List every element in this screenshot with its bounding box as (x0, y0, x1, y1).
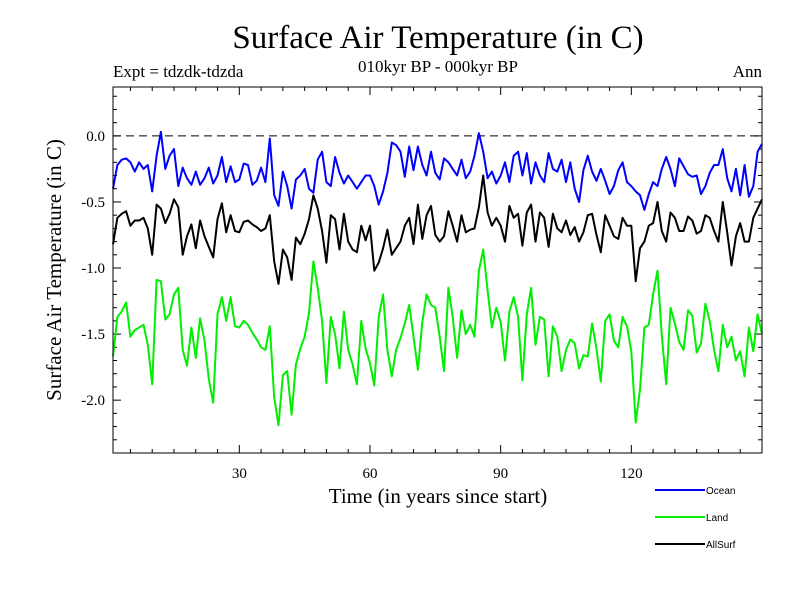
x-tick-label: 90 (493, 466, 508, 482)
chart-subtitle: 010kyr BP - 000kyr BP (358, 57, 518, 76)
y-tick-label: -0.5 (81, 195, 105, 211)
season-label: Ann (733, 62, 763, 81)
y-tick-label: -2.0 (81, 393, 105, 409)
chart-title: Surface Air Temperature (in C) (232, 20, 643, 56)
x-tick-label: 60 (362, 466, 377, 482)
x-tick-label: 120 (620, 466, 643, 482)
y-tick-label: 0.0 (86, 129, 105, 145)
experiment-label: Expt = tdzdk-tdzda (113, 62, 244, 81)
series-layer (112, 130, 763, 427)
series-line-allsurf (112, 174, 763, 285)
x-tick-label: 30 (232, 466, 247, 482)
x-axis-label: Time (in years since start) (329, 484, 548, 508)
series-line-land (112, 248, 763, 427)
legend-label-allsurf: AllSurf (706, 540, 736, 551)
y-tick-label: -1.0 (81, 261, 105, 277)
y-tick-label: -1.5 (81, 327, 105, 343)
series-line-ocean (112, 130, 763, 211)
legend: Ocean Land AllSurf (655, 486, 736, 551)
plot-frame (112, 86, 763, 454)
axes-layer: 0.0 -0.5 -1.0 -1.5 -2.0 30 60 90 120 (81, 87, 762, 482)
legend-label-land: Land (706, 513, 728, 524)
y-axis-label: Surface Air Temperature (in C) (42, 139, 66, 401)
legend-label-ocean: Ocean (706, 486, 735, 497)
